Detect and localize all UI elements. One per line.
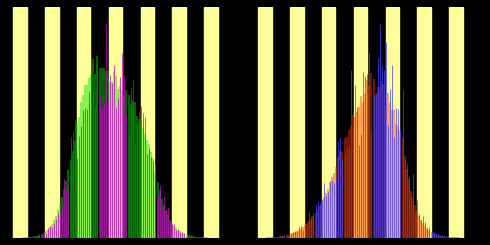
Bar	[45, 7, 58, 238]
Bar	[386, 7, 399, 238]
Bar	[141, 7, 154, 238]
Bar	[449, 7, 463, 238]
Bar	[172, 7, 186, 238]
Bar	[13, 7, 26, 238]
Bar	[322, 7, 336, 238]
Bar	[290, 7, 303, 238]
Bar	[354, 7, 368, 238]
Bar	[258, 7, 271, 238]
Bar	[417, 7, 431, 238]
Bar	[109, 7, 122, 238]
Bar	[77, 7, 91, 238]
Bar	[204, 7, 218, 238]
